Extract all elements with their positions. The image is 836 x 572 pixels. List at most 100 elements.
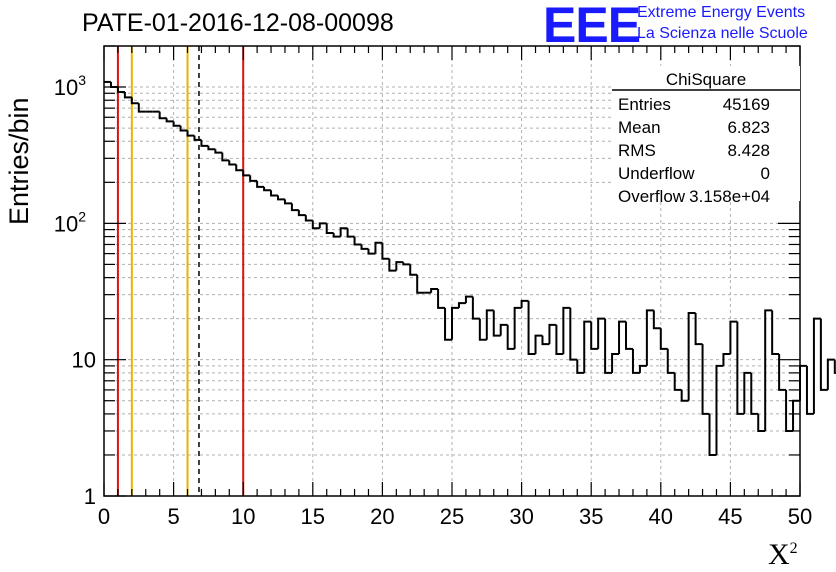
x-tick-label: 45 (718, 504, 742, 529)
histogram-bin (304, 215, 313, 222)
histogram-bin (534, 334, 543, 355)
histogram-bin (451, 306, 459, 340)
histogram-bin (548, 323, 557, 345)
x-axis-label: X2 (768, 538, 798, 572)
y-tick-label: 102 (54, 208, 86, 236)
histogram-bin (485, 309, 494, 340)
histogram-bin (325, 223, 334, 234)
histogram-bin (179, 125, 188, 132)
histogram-bin (576, 359, 585, 374)
x-tick-label: 40 (649, 504, 673, 529)
histogram-bin (137, 103, 146, 113)
histogram-bin (722, 353, 731, 366)
histogram-bin (283, 199, 292, 205)
histogram-bin (221, 152, 230, 162)
histogram-bin (346, 228, 355, 238)
histogram-bin (562, 306, 571, 355)
histogram-bin (214, 149, 223, 154)
x-axis-label-text: X (768, 538, 790, 571)
histogram-bin (645, 309, 654, 366)
stats-value: 45169 (723, 95, 770, 114)
x-tick-label: 5 (167, 504, 179, 529)
histogram-bin (764, 309, 773, 431)
histogram-bin (736, 321, 745, 415)
histogram-bin (583, 320, 592, 373)
histogram-bin (631, 348, 640, 374)
histogram-bin (130, 97, 139, 105)
histogram-bin (270, 190, 278, 197)
eee-logo: EEE (543, 0, 641, 53)
x-tick-label: 50 (788, 504, 812, 529)
stats-value: 8.428 (727, 141, 770, 160)
histogram-bin (778, 354, 787, 391)
histogram-bin (569, 307, 578, 361)
stats-label: Underflow (618, 164, 695, 183)
stats-box-bg (612, 66, 800, 201)
histogram-bin (666, 348, 675, 374)
histogram-bin (819, 318, 828, 391)
histogram-bin (687, 311, 696, 401)
histogram-bin (186, 130, 195, 137)
histogram-bin (172, 121, 181, 127)
histogram-bin (555, 324, 564, 356)
histogram-bin (235, 164, 244, 172)
stats-value: 6.823 (727, 118, 770, 137)
stats-label: RMS (618, 141, 656, 160)
histogram-bin (611, 353, 620, 373)
histogram-bin (652, 310, 661, 330)
stats-label: Mean (618, 118, 661, 137)
x-axis-label-sup: 2 (789, 540, 798, 557)
chart-title: PATE-01-2016-12-08-00098 (82, 9, 394, 37)
histogram-bin (708, 413, 717, 456)
histogram-bin (360, 244, 369, 250)
histogram-bin (833, 359, 836, 374)
histogram-bin (228, 160, 237, 166)
x-tick-label: 30 (509, 504, 533, 529)
histogram-bin (638, 364, 647, 373)
histogram-bin (353, 236, 362, 246)
histogram-bin (242, 170, 251, 177)
x-tick-label: 15 (301, 504, 325, 529)
histogram-bin (109, 81, 118, 89)
histogram-bin (729, 320, 738, 355)
x-tick-label: 10 (231, 504, 255, 529)
histogram-bin (715, 364, 724, 455)
histogram-bin (701, 344, 710, 415)
y-tick-label: 103 (54, 72, 86, 100)
reference-lines (116, 46, 245, 496)
histogram-bin (492, 310, 501, 337)
histogram-bin (805, 365, 814, 415)
histogram-bin (478, 318, 487, 341)
logo-line-1: Extreme Energy Events (637, 4, 806, 21)
histogram-bin (409, 264, 418, 276)
x-tick-label: 20 (370, 504, 394, 529)
histogram-bin (799, 364, 807, 401)
stats-value: 3.158e+04 (689, 187, 770, 206)
stats-box: ChiSquare Entries 45169 Mean 6.823 RMS 8.428 Un… (612, 66, 800, 206)
histogram-bin (437, 288, 446, 309)
histogram-bin (207, 145, 216, 151)
histogram-bin (618, 320, 626, 355)
histogram-bin (597, 317, 606, 349)
histogram-bin (520, 299, 529, 308)
histogram-bin (339, 227, 348, 237)
histogram-bin (513, 306, 522, 349)
histogram-bin (193, 135, 202, 141)
histogram-bin (430, 287, 439, 293)
x-tick-label: 35 (579, 504, 603, 529)
histogram-bin (256, 180, 265, 188)
histogram-bin (381, 242, 390, 260)
histogram-bin (464, 295, 473, 304)
histogram-bin (444, 307, 452, 341)
histogram-bin (457, 302, 466, 308)
histogram-bin (263, 186, 272, 192)
histogram-bin (123, 91, 132, 99)
histogram-bin (416, 274, 425, 294)
histogram-bin (694, 312, 703, 346)
histogram-bin (200, 139, 209, 147)
histogram-bin (673, 372, 682, 391)
histogram-bin (792, 399, 800, 431)
histogram-bin (116, 87, 125, 93)
histogram-bin (659, 328, 668, 350)
